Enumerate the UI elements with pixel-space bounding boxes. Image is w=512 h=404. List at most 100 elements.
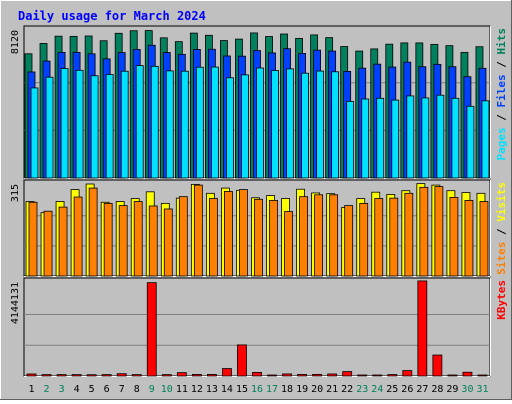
sites-bar [193,184,203,277]
day-label: 1 [29,384,35,395]
sites-bar [148,205,158,277]
day-label: 10 [161,384,173,395]
day-label: 2 [44,384,50,395]
pages-bar [406,95,415,179]
sites-bar [178,196,188,277]
pages-bar [210,66,219,179]
kbytes-bar [462,371,473,377]
kbytes-bar [252,371,262,377]
day-label: 4 [74,384,80,395]
day-label: 11 [176,384,188,395]
sites-bar [239,189,248,277]
kbytes-bar [116,373,127,377]
sites-bar [329,194,339,277]
kbytes-bar [101,374,112,377]
pages-bar [165,70,174,179]
day-label: 14 [221,384,233,395]
sites-bar [118,205,128,277]
day-label: 27 [416,384,428,395]
kbytes-bar [282,373,292,377]
panel-hits-max-label: 8120 [10,30,21,54]
kbytes-bar [86,374,97,377]
day-label: 22 [341,384,353,395]
kbytes-bar [432,354,443,377]
kbytes-bar [447,374,458,377]
day-label: 20 [311,384,323,395]
pages-bar [226,77,234,179]
pages-bar [150,65,159,179]
panel-hits-legend-part-5: Hits [495,28,508,55]
chart-title: Daily usage for March 2024 [18,9,206,23]
sites-bar [419,186,429,277]
pages-bar [301,72,309,179]
sites-bar [374,198,384,277]
pages-bar [120,70,129,179]
day-label: 7 [119,384,125,395]
kbytes-bar [26,373,37,377]
pages-bar [361,98,370,179]
sites-bar [389,197,399,277]
sites-bar [224,191,233,277]
day-label: 19 [296,384,308,395]
kbytes-bar [191,374,202,377]
sites-bar [299,196,308,277]
day-label: 26 [401,384,413,395]
day-label: 23 [356,384,368,395]
bars-layer [24,30,490,377]
pages-bar [271,70,279,179]
kbytes-bar [71,374,82,377]
pages-bar [60,68,69,179]
kbytes-bar [327,373,338,377]
sites-bar [163,208,173,277]
sites-bar [404,192,414,277]
sites-bar [314,194,324,277]
kbytes-bar [372,374,383,377]
day-label: 15 [236,384,248,395]
sites-bar [43,210,53,277]
pages-bar [331,71,340,179]
panel-visits-legend-part-1: Sites [495,242,508,275]
sites-bar [254,198,263,277]
panel-hits-legend: Pages / Files / Hits [495,28,508,161]
sites-bar [479,201,489,277]
sites-bar [133,201,143,277]
panel-kbytes-legend: KBytes [495,280,508,320]
pages-bar [286,68,294,179]
kbytes-bar [222,368,232,377]
kbytes-bar [402,370,413,377]
kbytes-bar [161,374,172,377]
pages-bar [180,70,189,179]
kbytes-bar [237,344,247,377]
kbytes-bar [206,374,217,377]
kbytes-bar [417,280,428,377]
kbytes-bar [41,374,52,377]
sites-bar [464,199,474,277]
panel-kbytes-max-label: 4144131 [10,282,21,324]
day-label: 31 [476,384,488,395]
kbytes-bar [56,374,67,377]
sites-bar [28,201,38,277]
day-label: 24 [371,384,383,395]
pages-bar [391,99,400,179]
kbytes-bar [312,373,323,377]
day-label: 17 [266,384,278,395]
panel-hits-legend-part-4: / [495,55,508,75]
pages-bar [451,97,460,179]
day-label: 8 [134,384,140,395]
day-label: 28 [431,384,443,395]
day-label: 21 [326,384,338,395]
kbytes-bar [297,373,307,377]
panel-kbytes-area [23,277,491,377]
kbytes-bar [357,374,368,377]
kbytes-bar [342,371,353,377]
day-label: 18 [281,384,293,395]
day-label: 12 [191,384,203,395]
day-label: 3 [59,384,65,395]
sites-bar [73,196,83,277]
pages-bar [481,100,490,179]
pages-bar [421,97,430,179]
pages-bar [195,66,204,179]
